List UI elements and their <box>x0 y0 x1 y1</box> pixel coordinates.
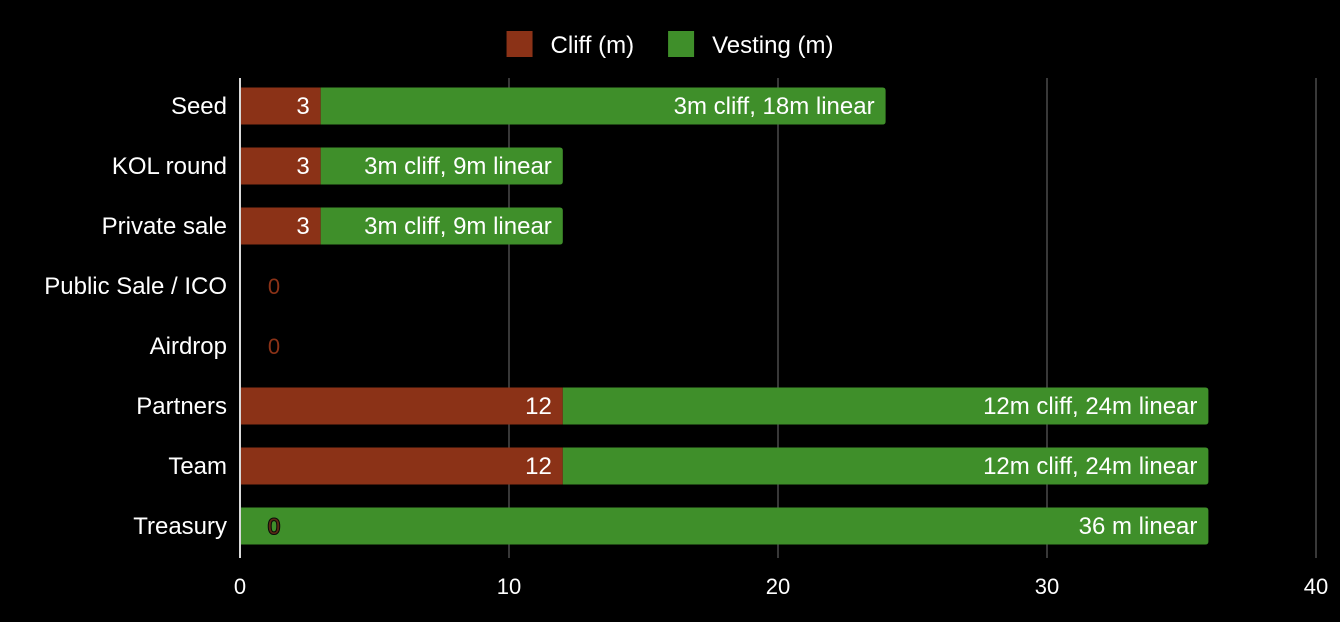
bar-cliff-m-team <box>240 447 563 485</box>
data-label-cliff-m-public-sale-ico: 0 <box>268 274 280 299</box>
x-tick-label-10: 10 <box>497 574 521 599</box>
data-label-vesting-m-private-sale: 3m cliff, 9m linear <box>364 213 552 240</box>
data-label-vesting-m-team: 12m cliff, 24m linear <box>983 453 1197 480</box>
bar-vesting-m-team <box>562 447 1209 485</box>
bar-vesting-m-private-sale <box>320 207 563 245</box>
legend-label-vesting-m: Vesting (m) <box>712 32 833 59</box>
category-label-airdrop: Airdrop <box>150 333 227 360</box>
x-tick-label-20: 20 <box>766 574 790 599</box>
data-label-cliff-m-partners: 12 <box>525 393 552 420</box>
data-label-cliff-m-kol-round: 3 <box>296 153 309 180</box>
bar-cliff-m-partners <box>240 387 563 425</box>
data-label-cliff-m-seed: 3 <box>296 93 309 120</box>
x-tick-label-30: 30 <box>1035 574 1059 599</box>
legend-swatch-vesting-m <box>668 31 695 57</box>
data-label-cliff-m-team: 12 <box>525 453 552 480</box>
x-tick-label-40: 40 <box>1304 574 1328 599</box>
category-label-team: Team <box>168 453 227 480</box>
category-label-private-sale: Private sale <box>102 213 227 240</box>
data-label-cliff-m-treasury: 0 <box>268 514 280 539</box>
bar-vesting-m-partners <box>562 387 1209 425</box>
category-label-public-sale-ico: Public Sale / ICO <box>44 273 227 300</box>
bar-cliff-m-seed <box>240 87 321 125</box>
category-label-seed: Seed <box>171 93 227 120</box>
data-label-vesting-m-treasury: 36 m linear <box>1079 513 1198 540</box>
bar-cliff-m-private-sale <box>240 207 321 245</box>
bar-layer <box>240 87 1209 545</box>
label-layer: 3 3m cliff, 18m linear 3 3m cliff, 9m linea… <box>267 93 1198 540</box>
x-tick-label-0: 0 <box>234 574 246 599</box>
legend: Cliff (m) Vesting (m) <box>506 31 833 59</box>
bar-vesting-m-kol-round <box>320 147 563 185</box>
legend-swatch-cliff-m <box>506 31 533 57</box>
bar-vesting-m-seed <box>320 87 886 125</box>
category-label-kol-round: KOL round <box>112 153 227 180</box>
data-label-vesting-m-seed: 3m cliff, 18m linear <box>674 93 875 120</box>
bar-vesting-m-treasury <box>240 507 1209 545</box>
category-label-treasury: Treasury <box>133 513 227 540</box>
data-label-cliff-m-airdrop: 0 <box>268 334 280 359</box>
legend-label-cliff-m: Cliff (m) <box>551 32 635 59</box>
category-label-partners: Partners <box>136 393 227 420</box>
bar-cliff-m-kol-round <box>240 147 321 185</box>
data-label-cliff-m-private-sale: 3 <box>296 213 309 240</box>
grid-layer <box>508 78 1317 558</box>
data-label-vesting-m-kol-round: 3m cliff, 9m linear <box>364 153 552 180</box>
data-label-vesting-m-partners: 12m cliff, 24m linear <box>983 393 1197 420</box>
